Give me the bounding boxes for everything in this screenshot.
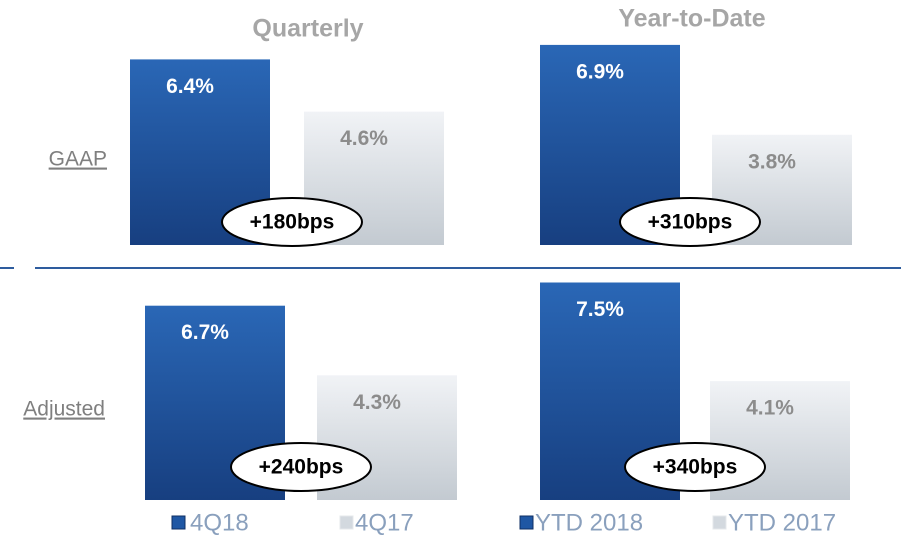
value-label: 3.8%: [748, 150, 796, 173]
annotation-bubble: [230, 442, 372, 492]
annotation: +240bps: [259, 456, 344, 479]
legend-swatch: [339, 515, 354, 530]
annotation: +340bps: [653, 456, 738, 479]
value-label: 6.7%: [181, 321, 229, 344]
legend-label: YTD 2018: [535, 509, 643, 536]
legend-label: 4Q18: [190, 509, 249, 536]
column-title: Year-to-Date: [618, 5, 765, 33]
value-label: 4.6%: [340, 127, 388, 150]
row-label: GAAP: [49, 148, 107, 171]
value-label: 6.4%: [166, 75, 214, 98]
legend-label: 4Q17: [355, 509, 414, 536]
legend-swatch: [171, 515, 186, 530]
value-label: 4.3%: [353, 391, 401, 414]
legend-swatch: [519, 515, 534, 530]
row-label: Adjusted: [23, 398, 105, 421]
value-label: 7.5%: [576, 298, 624, 321]
annotation-bubble: [624, 442, 766, 492]
annotation: +310bps: [648, 211, 733, 234]
column-title: Quarterly: [252, 15, 363, 43]
annotation: +180bps: [250, 211, 335, 234]
annotation-bubble: [221, 197, 363, 247]
value-label: 6.9%: [576, 60, 624, 83]
legend-label: YTD 2017: [728, 509, 836, 536]
annotation-bubble: [619, 197, 761, 247]
value-label: 4.1%: [746, 397, 794, 420]
legend-swatch: [712, 515, 727, 530]
